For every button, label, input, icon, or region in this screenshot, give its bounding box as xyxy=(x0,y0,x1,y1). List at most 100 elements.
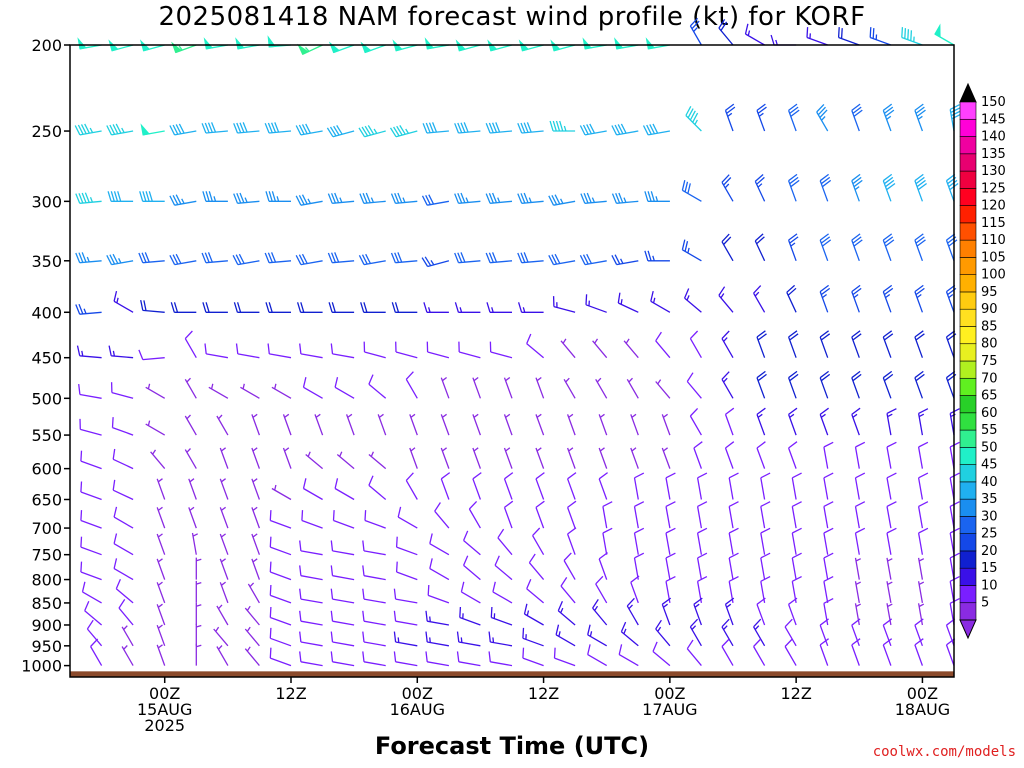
wind-barb-staff xyxy=(145,383,166,399)
wind-barb-staff xyxy=(598,472,608,500)
wind-barb-staff xyxy=(113,558,134,581)
wind-barb xyxy=(235,343,260,359)
wind-barb xyxy=(362,588,386,604)
wind-barb-staff xyxy=(753,638,766,666)
wind-barb xyxy=(458,341,481,359)
wind-barb-staff xyxy=(949,472,960,500)
wind-barb xyxy=(188,506,197,529)
wind-barb xyxy=(535,376,545,399)
wind-barb-staff xyxy=(489,341,513,359)
colorbar-bin xyxy=(959,602,977,621)
wind-barb-staff xyxy=(851,407,861,436)
wind-barb-staff xyxy=(655,379,671,399)
wind-barb xyxy=(487,39,513,52)
wind-barb xyxy=(535,413,545,436)
wind-barb-staff xyxy=(580,192,607,204)
wind-barb xyxy=(655,331,671,359)
wind-barb-staff xyxy=(251,533,261,555)
wind-barb xyxy=(784,618,797,647)
y-tick-label: 400 xyxy=(31,303,62,322)
wind-barb xyxy=(156,533,166,555)
wind-barb-staff xyxy=(721,330,734,359)
wind-barb xyxy=(819,173,832,202)
wind-barb-staff xyxy=(528,553,545,581)
wind-barb xyxy=(549,120,576,132)
wind-barb xyxy=(169,194,197,206)
wind-barb xyxy=(409,447,418,469)
wind-barb xyxy=(392,39,418,52)
wind-barb xyxy=(756,103,767,132)
wind-barb-staff xyxy=(118,599,134,626)
colorbar-label: 60 xyxy=(981,406,998,421)
wind-barb-staff xyxy=(169,194,197,206)
wind-barb-staff xyxy=(409,447,418,469)
wind-barb-staff xyxy=(696,527,708,555)
wind-barb xyxy=(251,558,261,580)
wind-barb xyxy=(195,580,202,603)
wind-barb xyxy=(138,349,165,361)
wind-barb-staff xyxy=(113,533,134,556)
wind-barb-staff xyxy=(753,285,766,313)
wind-barb xyxy=(917,501,929,529)
colorbar-bottom-arrow xyxy=(959,619,977,640)
colorbar-bin xyxy=(959,360,977,379)
wind-barb xyxy=(364,510,386,529)
wind-barb xyxy=(156,581,166,604)
wind-barb xyxy=(851,173,863,202)
wind-barb-staff xyxy=(295,253,323,266)
wind-barb-staff xyxy=(633,472,645,500)
wind-barb xyxy=(472,447,482,469)
wind-barb-staff xyxy=(851,330,862,358)
wind-barb-staff xyxy=(630,413,639,436)
wind-barb-staff xyxy=(486,302,512,313)
wind-barb xyxy=(330,343,355,359)
wind-barb-staff xyxy=(854,603,861,626)
wind-barb-staff xyxy=(598,413,608,436)
wind-barb xyxy=(468,500,481,529)
wind-barb-staff xyxy=(393,610,418,626)
wind-barb xyxy=(494,555,513,581)
wind-barb xyxy=(689,407,702,436)
wind-barb xyxy=(686,639,702,667)
wind-barb-staff xyxy=(665,552,676,580)
wind-barb xyxy=(851,407,861,436)
colorbar-label: 75 xyxy=(981,354,998,369)
wind-barb-staff xyxy=(665,527,676,555)
colorbar-bin xyxy=(959,516,977,534)
wind-barb-staff xyxy=(728,552,739,580)
wind-barb-staff xyxy=(851,103,863,132)
wind-barb-staff xyxy=(358,125,386,138)
wind-barb-staff xyxy=(110,382,134,399)
colorbar-label: 130 xyxy=(981,164,1006,179)
wind-barb-staff xyxy=(661,597,672,626)
wind-barb xyxy=(299,610,323,626)
wind-barb xyxy=(184,377,197,399)
wind-barb-staff xyxy=(721,174,734,202)
wind-barb-staff xyxy=(945,173,959,202)
wind-barb-staff xyxy=(251,447,261,469)
wind-barb-staff xyxy=(271,484,292,501)
x-tick-label: 16AUG xyxy=(390,700,445,719)
wind-barb-staff xyxy=(299,651,323,667)
wind-barb-staff xyxy=(914,330,925,358)
wind-barb xyxy=(620,621,639,647)
wind-barb xyxy=(526,578,545,604)
wind-barb-staff xyxy=(526,578,545,604)
wind-barb-staff xyxy=(917,557,925,580)
x-tick-label: 00Z xyxy=(654,684,685,703)
wind-barb-staff xyxy=(754,174,766,202)
wind-barb-staff xyxy=(661,413,671,436)
wind-barb xyxy=(642,123,671,136)
wind-barb xyxy=(191,532,198,555)
wind-barb-staff xyxy=(247,582,260,604)
wind-barb xyxy=(110,382,134,399)
wind-barb xyxy=(409,413,418,436)
wind-barb-staff xyxy=(611,123,639,136)
wind-barb-staff xyxy=(265,191,291,202)
wind-barb xyxy=(358,253,386,266)
wind-barb xyxy=(760,501,771,529)
wind-barb xyxy=(949,408,960,436)
wind-barb xyxy=(233,302,260,313)
colorbar-bin xyxy=(959,343,977,362)
colorbar-bin xyxy=(959,326,977,345)
